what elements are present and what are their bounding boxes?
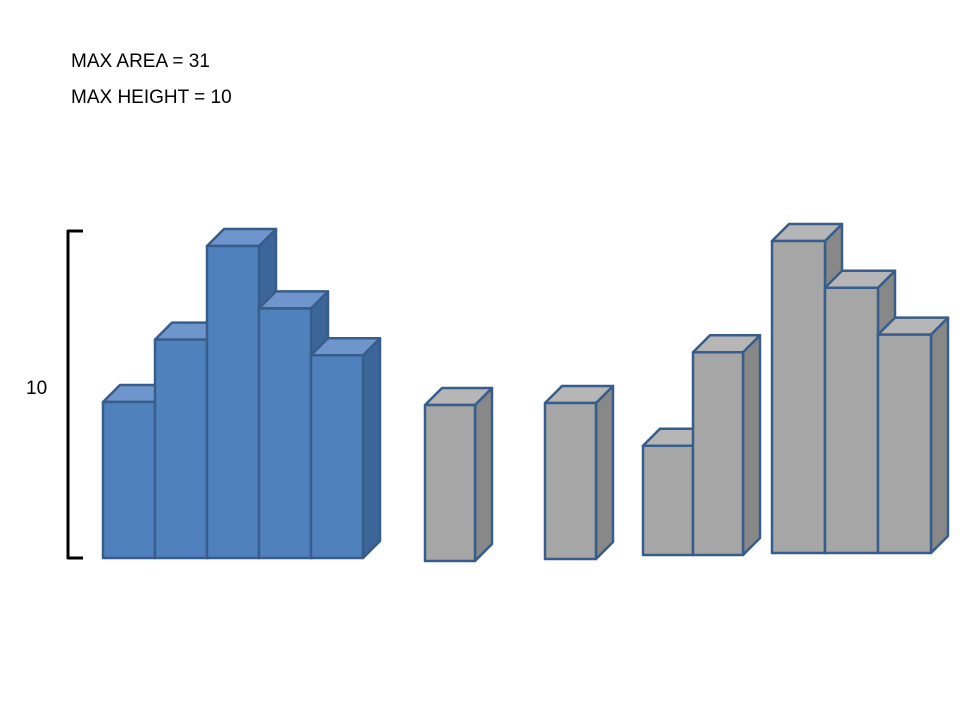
bar-front <box>423 403 477 563</box>
bar-front <box>876 333 933 555</box>
bar-front <box>205 244 261 560</box>
bar-front <box>257 307 313 560</box>
single-group-2 <box>543 384 615 561</box>
bar <box>309 336 382 560</box>
max-area-label: MAX AREA = 31 <box>71 51 210 72</box>
bar-side <box>741 333 762 557</box>
bar-side <box>361 336 382 560</box>
bar-front <box>770 239 827 555</box>
bar-side <box>929 316 950 555</box>
bar <box>876 316 950 555</box>
bar <box>423 386 494 563</box>
bar <box>691 333 762 557</box>
height-bracket <box>66 229 83 560</box>
bar-front <box>309 353 365 560</box>
bar-front <box>691 350 745 557</box>
bar-side <box>594 384 615 561</box>
bars-layer <box>101 222 950 563</box>
triple-group <box>770 222 950 555</box>
pair-group <box>641 333 762 557</box>
highlighted-group <box>101 227 382 560</box>
bar-front <box>153 338 209 560</box>
bar <box>543 384 615 561</box>
single-group-1 <box>423 386 494 563</box>
bar-front <box>641 444 695 557</box>
height-scale-label: 10 <box>26 378 48 399</box>
max-height-label: MAX HEIGHT = 10 <box>71 87 232 108</box>
bar-front <box>823 286 880 555</box>
bar-front <box>543 401 598 561</box>
bar-front <box>101 400 157 560</box>
bar-side <box>473 386 494 563</box>
